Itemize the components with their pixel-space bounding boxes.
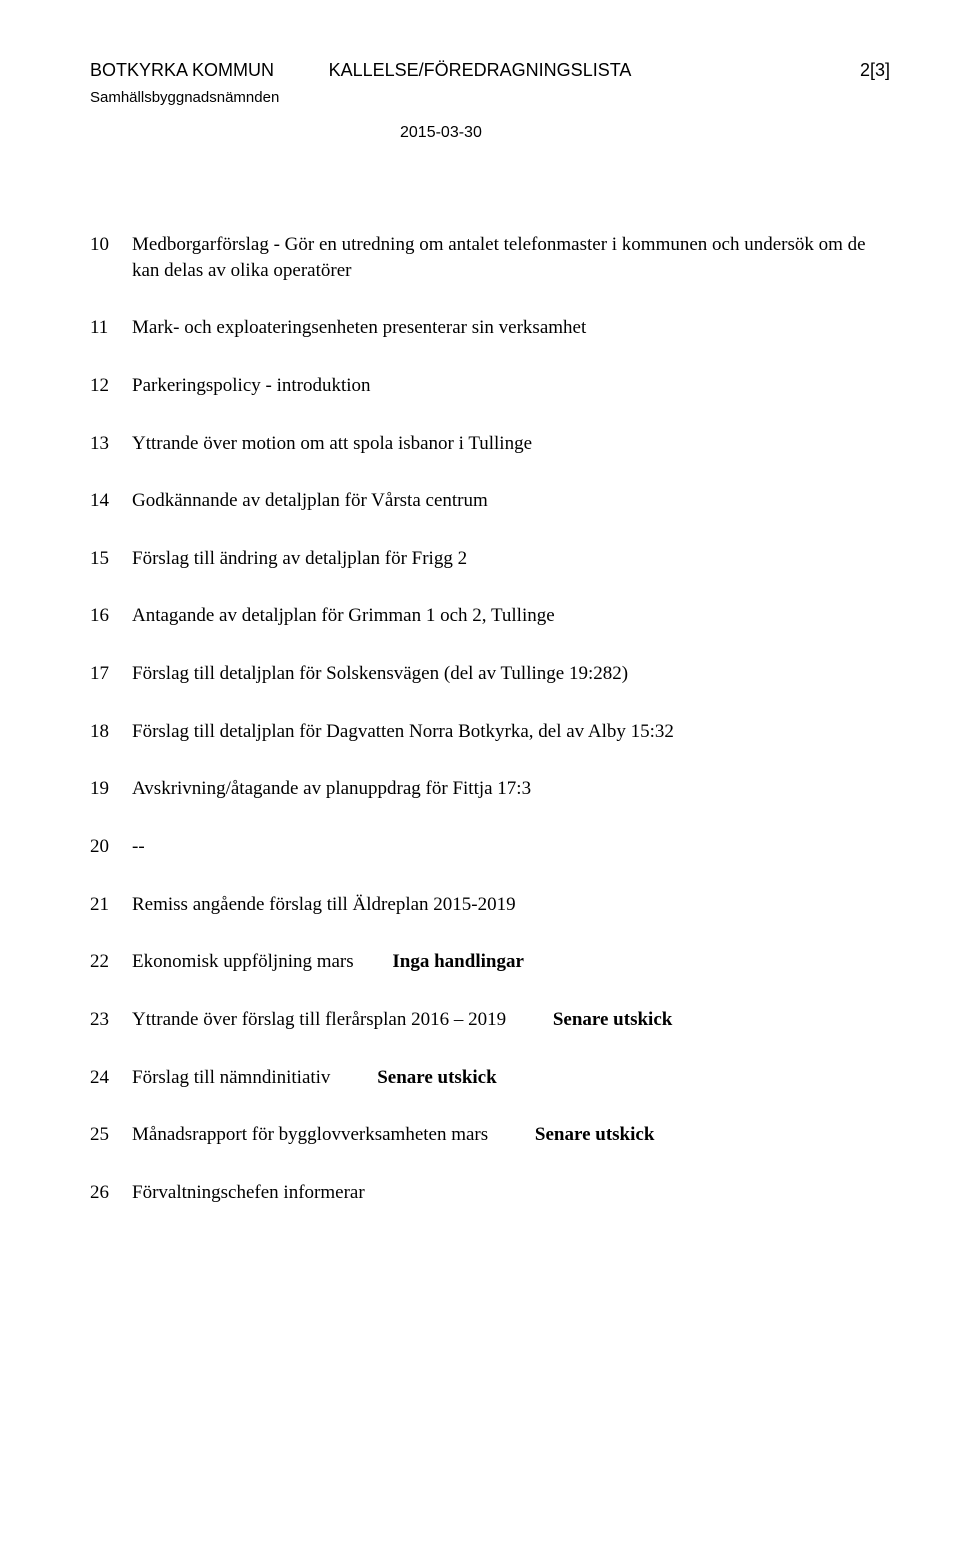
agenda-text-main: Yttrande över förslag till flerårsplan 2… [132, 1009, 506, 1030]
header-row: BOTKYRKA KOMMUN KALLELSE/FÖREDRAGNINGSLI… [90, 60, 890, 81]
agenda-note: Senare utskick [535, 1124, 654, 1145]
agenda-text: Parkeringspolicy - introduktion [132, 373, 890, 399]
agenda-note: Senare utskick [553, 1009, 672, 1030]
agenda-num: 16 [90, 603, 132, 629]
agenda-item: 22 Ekonomisk uppföljning mars Inga handl… [90, 949, 890, 975]
agenda-note: Inga handlingar [392, 951, 523, 972]
header-committee: Samhällsbyggnadsnämnden [90, 89, 890, 106]
agenda-item: 24 Förslag till nämndinitiativ Senare ut… [90, 1065, 890, 1091]
agenda-text: -- [132, 834, 890, 860]
header-doctype: KALLELSE/FÖREDRAGNINGSLISTA [329, 60, 632, 81]
agenda-num: 23 [90, 1007, 132, 1033]
agenda-item: 21 Remiss angående förslag till Äldrepla… [90, 892, 890, 918]
agenda-num: 17 [90, 661, 132, 687]
agenda-text: Remiss angående förslag till Äldreplan 2… [132, 892, 890, 918]
agenda-num: 12 [90, 373, 132, 399]
agenda-text: Förslag till detaljplan för Solskensväge… [132, 661, 890, 687]
agenda-text: Förslag till nämndinitiativ Senare utski… [132, 1065, 890, 1091]
agenda-text: Yttrande över förslag till flerårsplan 2… [132, 1007, 890, 1033]
agenda-item: 23 Yttrande över förslag till flerårspla… [90, 1007, 890, 1033]
agenda-num: 11 [90, 315, 132, 341]
agenda-item: 14 Godkännande av detaljplan för Vårsta … [90, 488, 890, 514]
agenda-num: 18 [90, 719, 132, 745]
agenda-list: 10 Medborgarförslag - Gör en utredning o… [90, 232, 890, 1206]
agenda-item: 16 Antagande av detaljplan för Grimman 1… [90, 603, 890, 629]
header-org: BOTKYRKA KOMMUN [90, 60, 274, 81]
agenda-num: 19 [90, 776, 132, 802]
agenda-item: 13 Yttrande över motion om att spola isb… [90, 431, 890, 457]
agenda-text: Förslag till ändring av detaljplan för F… [132, 546, 890, 572]
agenda-text-main: Förslag till nämndinitiativ [132, 1067, 330, 1088]
agenda-text: Medborgarförslag - Gör en utredning om a… [132, 232, 890, 283]
agenda-num: 26 [90, 1180, 132, 1206]
agenda-item: 25 Månadsrapport för bygglovverksamheten… [90, 1122, 890, 1148]
agenda-num: 21 [90, 892, 132, 918]
header-page: 2[3] [860, 60, 890, 81]
agenda-item: 12 Parkeringspolicy - introduktion [90, 373, 890, 399]
agenda-num: 25 [90, 1122, 132, 1148]
agenda-text: Yttrande över motion om att spola isbano… [132, 431, 890, 457]
agenda-text: Ekonomisk uppföljning mars Inga handling… [132, 949, 890, 975]
agenda-item: 20 -- [90, 834, 890, 860]
agenda-item: 11 Mark- och exploateringsenheten presen… [90, 315, 890, 341]
agenda-text-main: Månadsrapport för bygglovverksamheten ma… [132, 1124, 488, 1145]
agenda-num: 22 [90, 949, 132, 975]
agenda-item: 26 Förvaltningschefen informerar [90, 1180, 890, 1206]
header-date: 2015-03-30 [400, 124, 890, 142]
agenda-text-main: Ekonomisk uppföljning mars [132, 951, 354, 972]
agenda-num: 15 [90, 546, 132, 572]
agenda-num: 24 [90, 1065, 132, 1091]
agenda-item: 18 Förslag till detaljplan för Dagvatten… [90, 719, 890, 745]
agenda-text: Förslag till detaljplan för Dagvatten No… [132, 719, 890, 745]
agenda-item: 17 Förslag till detaljplan för Solskensv… [90, 661, 890, 687]
agenda-text: Månadsrapport för bygglovverksamheten ma… [132, 1122, 890, 1148]
agenda-text: Godkännande av detaljplan för Vårsta cen… [132, 488, 890, 514]
agenda-num: 14 [90, 488, 132, 514]
agenda-text: Antagande av detaljplan för Grimman 1 oc… [132, 603, 890, 629]
agenda-num: 20 [90, 834, 132, 860]
agenda-text: Avskrivning/åtagande av planuppdrag för … [132, 776, 890, 802]
agenda-num: 10 [90, 232, 132, 258]
agenda-item: 10 Medborgarförslag - Gör en utredning o… [90, 232, 890, 283]
agenda-item: 19 Avskrivning/åtagande av planuppdrag f… [90, 776, 890, 802]
agenda-note: Senare utskick [377, 1067, 496, 1088]
agenda-num: 13 [90, 431, 132, 457]
agenda-item: 15 Förslag till ändring av detaljplan fö… [90, 546, 890, 572]
agenda-text: Förvaltningschefen informerar [132, 1180, 890, 1206]
agenda-text: Mark- och exploateringsenheten presenter… [132, 315, 890, 341]
